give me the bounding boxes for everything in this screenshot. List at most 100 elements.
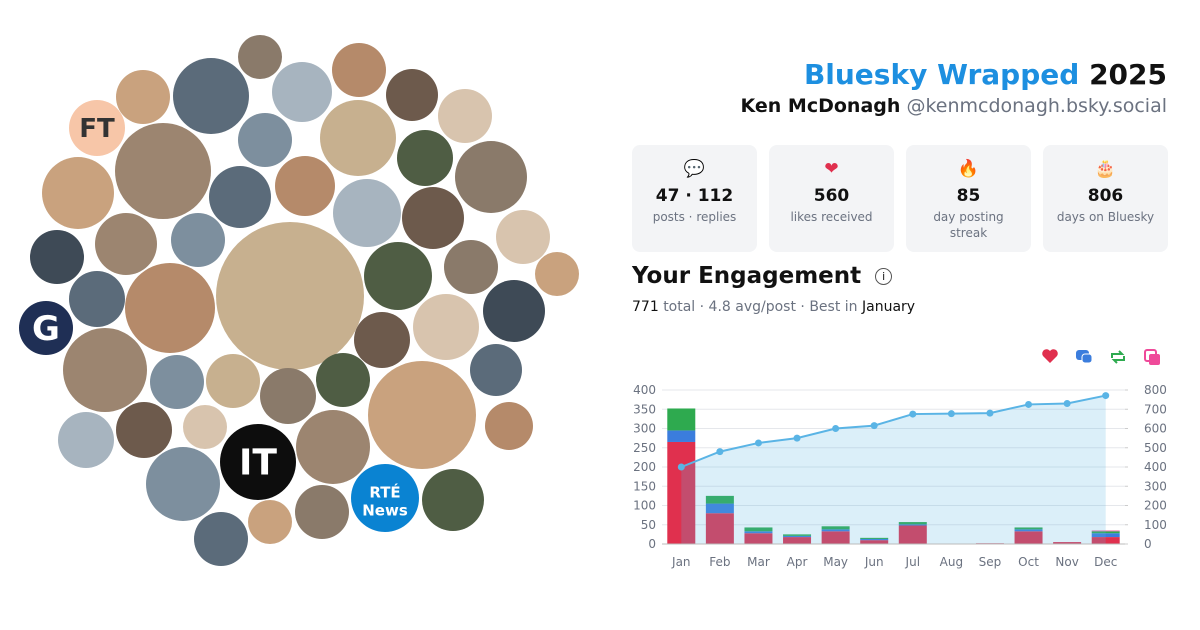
avatar — [496, 210, 550, 264]
bar — [1014, 531, 1043, 544]
avatar — [220, 424, 296, 500]
x-tick-label: Aug — [940, 555, 963, 569]
bar — [898, 522, 927, 525]
user: Ken McDonagh @kenmcdonagh.bsky.social — [741, 95, 1168, 117]
avatar — [320, 100, 396, 176]
stat-icon: 🔥 — [957, 159, 980, 179]
bar — [1091, 537, 1120, 544]
bar — [744, 531, 773, 534]
stat-icon: 💬 — [683, 159, 706, 179]
line-point — [832, 425, 840, 432]
avatar — [238, 113, 292, 167]
avatar — [364, 242, 432, 310]
total: 771 — [632, 299, 659, 315]
x-tick-label: May — [823, 555, 848, 569]
avatar — [183, 405, 227, 449]
line-point — [716, 448, 724, 456]
avatar — [116, 402, 172, 458]
bar — [898, 525, 927, 544]
avatar-logo: RTÉ News — [362, 482, 408, 519]
avatar — [42, 157, 114, 229]
title: Bluesky Wrapped 2025 — [804, 58, 1167, 91]
avatar — [194, 512, 248, 566]
bar — [1014, 529, 1043, 532]
x-tick-label: Jul — [905, 555, 920, 569]
bar — [860, 540, 889, 544]
line-point — [1063, 399, 1071, 407]
x-tick-label: Sep — [979, 555, 1002, 569]
avatar — [238, 35, 282, 79]
avatar — [206, 354, 260, 408]
avatar — [351, 464, 419, 532]
avatar — [402, 187, 464, 249]
avatar — [63, 328, 147, 412]
bar — [705, 503, 734, 514]
y2-tick-label: 400 — [1144, 460, 1167, 474]
y-tick-label: 250 — [633, 441, 656, 455]
line-point — [870, 422, 878, 430]
avatar — [485, 402, 533, 450]
stat-card: ❤ 560 likes received — [769, 145, 894, 252]
x-tick-label: Feb — [709, 555, 730, 569]
stat-card: 🎂 806 days on Bluesky — [1043, 145, 1168, 252]
avatar — [19, 301, 73, 355]
engagement-title: Your Engagement i — [632, 263, 893, 289]
x-tick-label: Apr — [787, 555, 808, 569]
y2-tick-label: 700 — [1144, 402, 1167, 416]
avatar — [95, 213, 157, 275]
y2-tick-label: 0 — [1144, 537, 1152, 551]
avatar — [58, 412, 114, 468]
y2-tick-label: 800 — [1144, 383, 1167, 397]
line-point — [1102, 392, 1110, 400]
stat-label: posts · replies — [652, 210, 737, 224]
avatar — [535, 252, 579, 296]
x-tick-label: Jun — [864, 555, 884, 569]
avatar — [295, 485, 349, 539]
avatar — [397, 130, 453, 186]
brand: Bluesky Wrapped — [803, 58, 1080, 91]
avatar — [209, 166, 271, 228]
avatar — [69, 271, 125, 327]
bar — [1091, 530, 1120, 532]
avatar — [354, 312, 410, 368]
avatar — [30, 230, 84, 284]
avatar — [116, 70, 170, 124]
legend-icon — [1042, 349, 1058, 363]
summary: total · 4.8 avg/post · Best in — [663, 299, 858, 315]
bar — [667, 430, 696, 442]
avatar — [272, 62, 332, 122]
y-tick-label: 350 — [633, 402, 656, 416]
y2-tick-label: 300 — [1144, 479, 1167, 493]
bar — [744, 533, 773, 544]
x-tick-label: Mar — [747, 555, 770, 569]
avatar — [115, 123, 211, 219]
avatar — [146, 447, 220, 521]
stat-icon: ❤ — [824, 159, 839, 179]
x-tick-label: Dec — [1094, 555, 1117, 569]
stat-label: day posting streak — [933, 210, 1004, 240]
y2-tick-label: 200 — [1144, 499, 1167, 513]
bar — [783, 537, 812, 544]
stat-icon: 🎂 — [1094, 159, 1117, 179]
bar — [821, 531, 850, 544]
y-tick-label: 200 — [633, 460, 656, 474]
y-tick-label: 0 — [648, 537, 656, 551]
y-tick-label: 50 — [641, 518, 656, 532]
avatar — [368, 361, 476, 469]
avatar — [332, 43, 386, 97]
avatar-logo: IT — [239, 443, 277, 484]
x-tick-label: Oct — [1018, 555, 1039, 569]
bar — [821, 529, 850, 532]
avatar — [260, 368, 316, 424]
avatar — [422, 469, 484, 531]
x-tick-label: Nov — [1055, 555, 1078, 569]
user-name: Ken McDonagh — [740, 95, 901, 117]
avatar — [413, 294, 479, 360]
avatar — [483, 280, 545, 342]
bar — [1014, 527, 1043, 530]
line-point — [986, 409, 994, 417]
line-point — [677, 463, 685, 471]
user-handle: @kenmcdonagh.bsky.social — [906, 95, 1167, 117]
engagement-summary: 771 total · 4.8 avg/post · Best in Janua… — [632, 299, 915, 315]
